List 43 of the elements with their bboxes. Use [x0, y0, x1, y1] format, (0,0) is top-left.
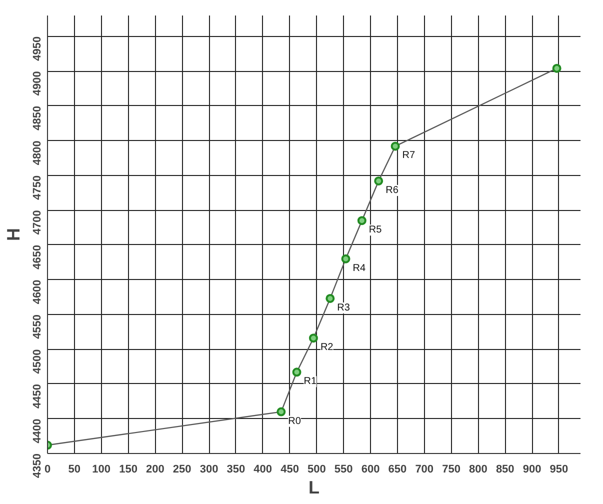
y-tick-label: 4700 [32, 210, 44, 235]
x-tick-label: 400 [254, 464, 272, 476]
annotation: R7 [402, 150, 416, 162]
y-tick-label: 4950 [32, 36, 44, 61]
x-tick-label: 500 [308, 464, 326, 476]
annotation: R1 [304, 376, 317, 388]
y-tick-label: 4350 [32, 453, 44, 478]
x-tick-label: 50 [68, 464, 81, 476]
annotation: R3 [337, 302, 350, 314]
x-tick-label: 600 [361, 464, 380, 476]
y-axis-title: H [4, 228, 24, 241]
x-tick-label: 300 [200, 464, 218, 476]
x-tick-label: 100 [92, 464, 111, 476]
annotation: R2 [320, 342, 334, 354]
y-tick-label: 4450 [32, 384, 44, 408]
annotation: R4 [352, 262, 366, 274]
annotation: R0 [288, 416, 302, 427]
annotation: R5 [368, 224, 382, 236]
x-tick-label: 550 [334, 464, 353, 476]
x-tick-label: 250 [172, 464, 192, 476]
y-tick-label: 4800 [32, 140, 44, 166]
y-tick-label: 4900 [32, 71, 44, 96]
x-tick-label: 900 [522, 464, 542, 476]
x-tick-label: 950 [550, 464, 568, 476]
x-tick-label: 200 [146, 464, 164, 476]
x-axis-title: L [308, 478, 320, 498]
annotation: R6 [386, 184, 399, 196]
y-tick-label: 4650 [32, 244, 44, 270]
x-tick-label: 150 [119, 464, 138, 476]
x-tick-label: 750 [442, 464, 460, 476]
x-tick-label: 700 [415, 464, 434, 476]
y-tick-label: 4750 [32, 175, 44, 200]
x-tick-label: 850 [496, 464, 514, 476]
x-tick-label: 800 [469, 464, 488, 476]
x-tick-label: 350 [226, 464, 246, 476]
x-tick-label: 0 [44, 464, 51, 476]
x-tick-label: 450 [280, 464, 299, 476]
y-tick-label: 4550 [32, 314, 44, 339]
y-tick-label: 4850 [32, 106, 44, 130]
y-tick-label: 4500 [32, 349, 44, 374]
y-tick-label: 4400 [32, 418, 44, 444]
y-tick-label: 4600 [32, 280, 44, 304]
x-tick-label: 650 [388, 464, 407, 476]
